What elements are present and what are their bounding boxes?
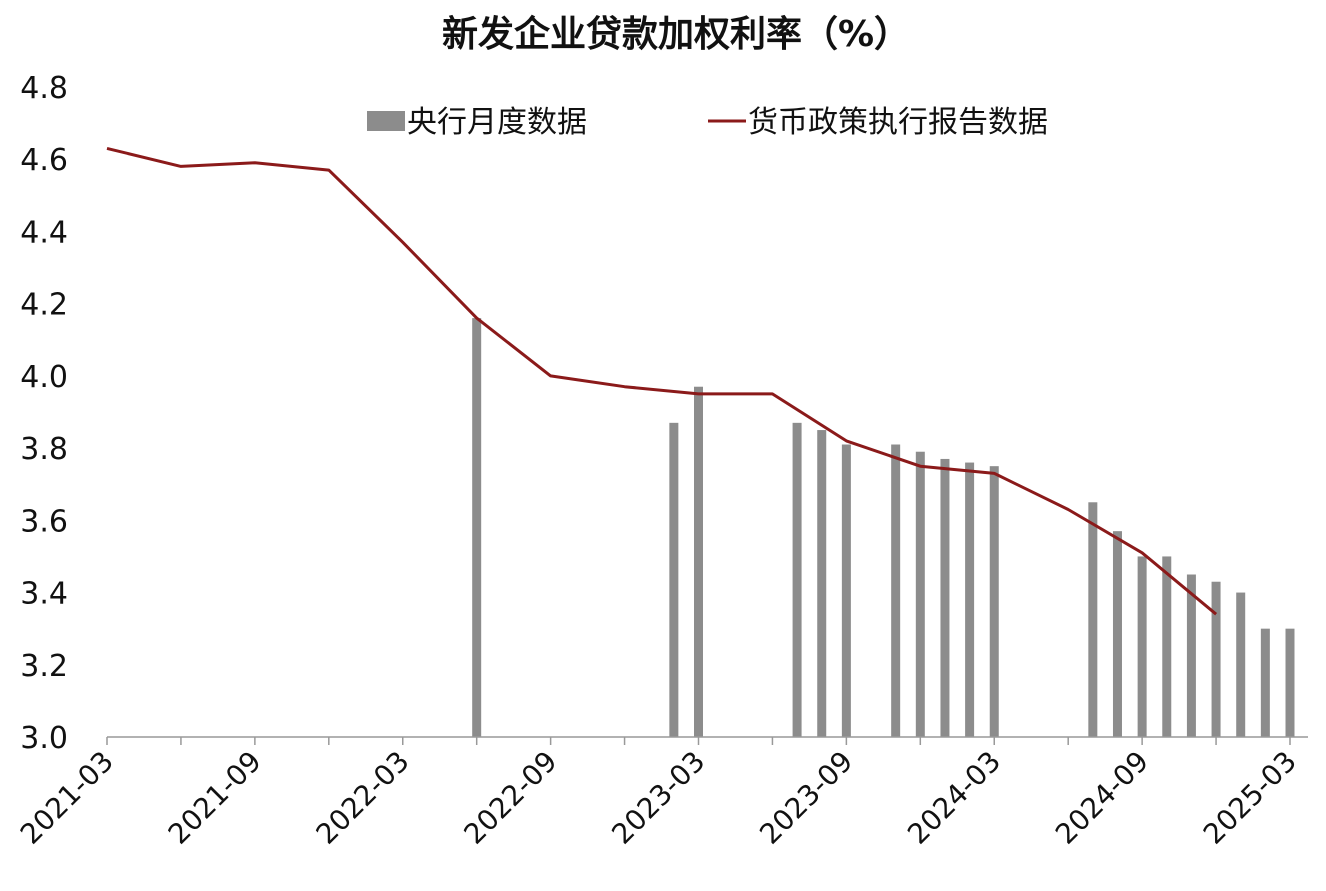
- bar: [1285, 628, 1295, 737]
- legend-bar-label: 央行月度数据: [407, 105, 587, 140]
- y-tick-label: 4.6: [20, 143, 68, 178]
- bar: [1088, 502, 1098, 737]
- legend-line-label: 货币政策执行报告数据: [748, 105, 1048, 140]
- bar: [1162, 556, 1172, 737]
- bar: [940, 458, 950, 737]
- bar: [915, 451, 925, 737]
- x-tick-label: 2021-03: [14, 745, 120, 851]
- x-tick-label: 2023-09: [753, 745, 859, 851]
- bar: [965, 462, 975, 737]
- x-axis: 2021-03 2021-09 2022-03 2022-09 2023-03 2023-…: [14, 736, 1308, 851]
- bar: [817, 430, 827, 737]
- bar: [669, 422, 679, 737]
- bar: [1211, 581, 1221, 737]
- x-tick-label: 2024-03: [901, 745, 1007, 851]
- y-tick-label: 4.2: [20, 288, 68, 323]
- bar: [1112, 531, 1122, 737]
- bar: [841, 444, 851, 737]
- x-tick-label: 2022-03: [310, 745, 416, 851]
- y-tick-label: 3.2: [20, 649, 68, 684]
- x-tick-label: 2021-09: [162, 745, 268, 851]
- legend: 央行月度数据 货币政策执行报告数据: [367, 105, 1048, 140]
- y-tick-label: 4.4: [20, 215, 68, 250]
- y-axis: 3.0 3.2 3.4 3.6 3.8 4.0 4.2 4.4 4.6 4.8: [20, 71, 68, 756]
- bar: [1236, 592, 1246, 737]
- bar: [1137, 556, 1147, 737]
- x-tick-label: 2024-09: [1049, 745, 1155, 851]
- y-tick-label: 4.8: [20, 71, 68, 106]
- x-tick-label: 2025-03: [1197, 745, 1303, 851]
- bar: [1186, 574, 1196, 737]
- bar: [694, 386, 703, 737]
- chart-title: 新发企业贷款加权利率（%）: [442, 13, 910, 55]
- y-tick-label: 3.4: [20, 577, 68, 612]
- y-tick-label: 3.0: [20, 721, 68, 756]
- y-tick-label: 3.8: [20, 432, 68, 467]
- bar-series: [472, 318, 1295, 737]
- x-tick-label: 2023-03: [605, 745, 711, 851]
- bar: [792, 422, 802, 737]
- bar: [472, 318, 482, 737]
- x-tick-label: 2022-09: [458, 745, 564, 851]
- bar: [1260, 628, 1270, 737]
- y-tick-label: 3.6: [20, 504, 68, 539]
- series-line: [106, 146, 1218, 616]
- bar: [989, 466, 999, 737]
- bar: [891, 444, 901, 737]
- y-tick-label: 4.0: [20, 360, 68, 395]
- line-series: [106, 146, 1218, 616]
- legend-bar-swatch: [367, 111, 405, 131]
